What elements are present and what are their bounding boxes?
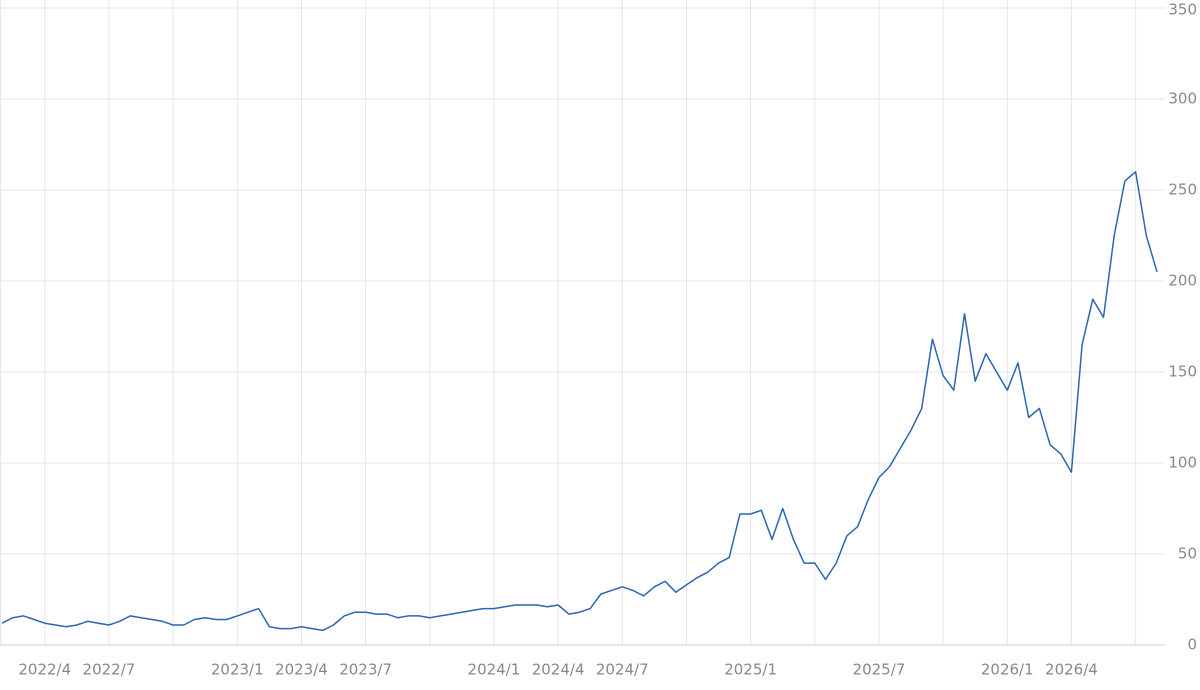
x-tick-label: 2025/7	[853, 661, 906, 679]
y-tick-label: 0	[1187, 636, 1197, 654]
x-tick-label: 2026/4	[1045, 661, 1098, 679]
y-tick-label: 250	[1168, 181, 1197, 199]
x-tick-label: 2023/4	[275, 661, 328, 679]
price-line	[1, 171, 1158, 632]
y-tick-label: 300	[1168, 90, 1197, 108]
x-tick-label: 2022/4	[18, 661, 71, 679]
y-tick-label: 350	[1168, 1, 1197, 19]
x-tick-label: 2023/7	[339, 661, 392, 679]
x-tick-label: 2024/1	[468, 661, 521, 679]
x-tick-label: 2023/1	[211, 661, 264, 679]
x-tick-label: 2026/1	[981, 661, 1034, 679]
y-tick-label: 100	[1168, 454, 1197, 472]
x-tick-label: 2024/7	[596, 661, 649, 679]
y-tick-label: 200	[1168, 272, 1197, 290]
y-tick-label: 50	[1178, 545, 1197, 563]
x-tick-label: 2025/1	[724, 661, 777, 679]
x-tick-label: 2022/7	[83, 661, 136, 679]
y-tick-label: 150	[1168, 363, 1197, 381]
x-tick-label: 2024/4	[532, 661, 585, 679]
